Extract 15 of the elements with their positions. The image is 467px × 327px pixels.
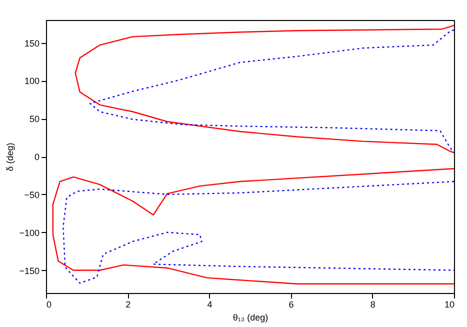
y-tick-label: 50: [29, 114, 40, 124]
x-tick-label: 0: [46, 300, 52, 310]
y-tick-label: 150: [24, 38, 40, 48]
x-tick-label: 6: [288, 300, 294, 310]
y-tick-label: −150: [19, 266, 40, 276]
x-tick-label: 2: [126, 300, 131, 310]
y-tick-label: 100: [24, 76, 40, 86]
x-tick-label: 10: [444, 300, 454, 310]
y-tick-label: 0: [34, 152, 40, 162]
x-tick-label: 8: [370, 300, 376, 310]
y-axis-title: δ (deg): [5, 142, 16, 172]
x-tick-label: 4: [207, 300, 212, 310]
y-tick-label: −50: [24, 190, 40, 200]
x-axis-title: θ₁₃ (deg): [232, 312, 268, 322]
y-tick-label: −100: [19, 228, 40, 238]
